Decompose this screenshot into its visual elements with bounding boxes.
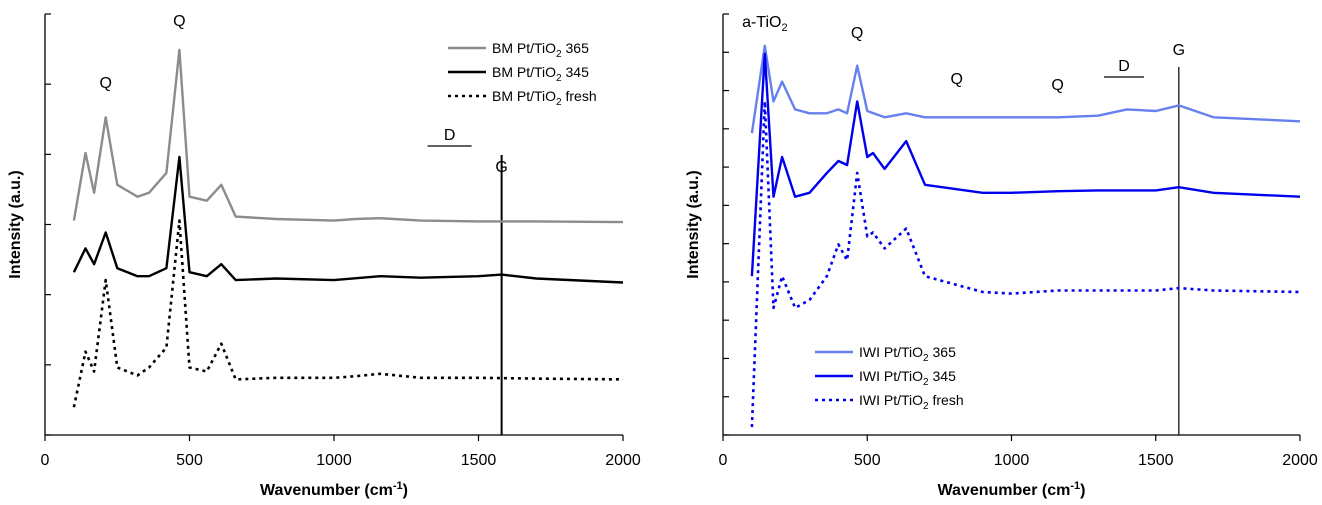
peak-annotation: a-TiO2 — [742, 14, 788, 34]
x-tick-label: 2000 — [605, 452, 641, 469]
x-tick-label: 1000 — [316, 452, 352, 469]
legend-label: BM Pt/TiO2 fresh — [492, 88, 597, 108]
x-tick-label: 500 — [176, 452, 203, 469]
legend-label: BM Pt/TiO2 365 — [492, 40, 589, 60]
y-axis-label: Intensity (a.u.) — [7, 170, 24, 278]
y-axis-label: Intensity (a.u.) — [685, 170, 702, 278]
x-axis-label: Wavenumber (cm-1) — [938, 480, 1086, 499]
legend: IWI Pt/TiO2 365 IWI Pt/TiO2 345 IWI Pt/TiO… — [815, 344, 964, 412]
x-tick-label: 0 — [719, 452, 728, 469]
series-line-365 — [750, 44, 1301, 134]
peak-annotation: G — [1173, 42, 1185, 59]
series-line-fresh — [750, 100, 1301, 428]
peak-annotation: Q — [99, 75, 111, 92]
legend-label: IWI Pt/TiO2 fresh — [859, 392, 964, 412]
peak-annotation: Q — [173, 13, 185, 30]
x-tick-label: 2000 — [1282, 452, 1318, 469]
series-line-365 — [72, 48, 624, 224]
panel-2: 0 500 1000 1500 2000 Wavenumber (cm-1) Intensi… — [685, 13, 1318, 499]
legend-label: IWI Pt/TiO2 345 — [859, 368, 956, 388]
legend-label: BM Pt/TiO2 345 — [492, 64, 589, 84]
x-axis-label: Wavenumber (cm-1) — [260, 480, 408, 499]
peak-annotation: Q — [1051, 77, 1063, 94]
series-line-fresh — [72, 219, 624, 408]
series-line-345 — [750, 52, 1301, 277]
legend-label: IWI Pt/TiO2 365 — [859, 344, 956, 364]
x-tick-label: 1500 — [461, 452, 497, 469]
x-tick-label: 0 — [41, 452, 50, 469]
peak-annotation: D — [444, 127, 456, 144]
series-line-345 — [72, 155, 624, 284]
x-tick-label: 1500 — [1138, 452, 1174, 469]
panel-1: 0 500 1000 1500 2000 Wavenumber (cm-1) Intensi… — [7, 13, 641, 499]
peak-annotation: Q — [851, 25, 863, 42]
peak-annotation: Q — [950, 71, 962, 88]
x-tick-label: 1000 — [994, 452, 1030, 469]
x-tick-label: 500 — [854, 452, 881, 469]
legend: BM Pt/TiO2 365 BM Pt/TiO2 345 BM Pt/TiO2 f… — [448, 40, 597, 108]
peak-annotation: G — [495, 159, 507, 176]
peak-annotation: D — [1118, 58, 1130, 75]
